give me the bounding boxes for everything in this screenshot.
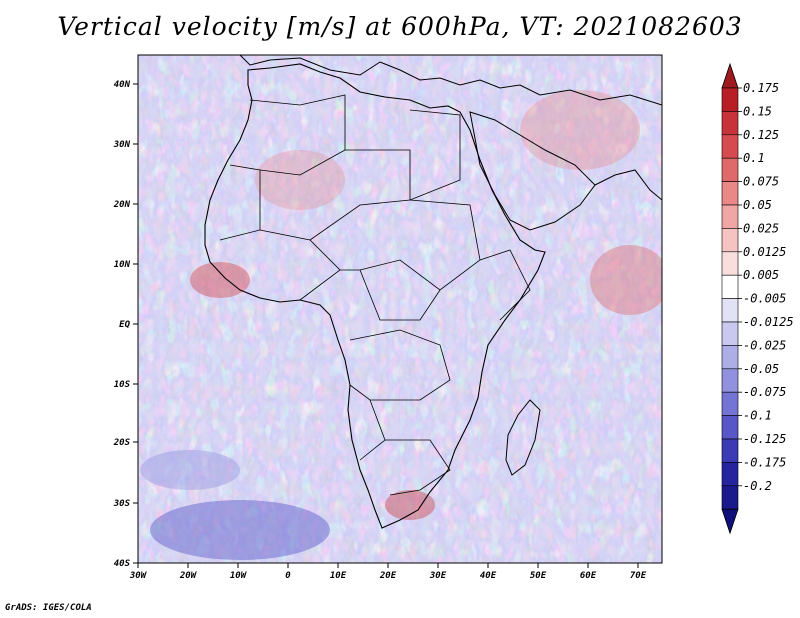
colorbar-swatch	[721, 157, 739, 182]
colorbar-label: -0.175	[743, 455, 786, 469]
colorbar-label: 0.025	[743, 221, 779, 235]
colorbar-label: -0.005	[743, 292, 786, 306]
colorbar-label: -0.125	[743, 432, 786, 446]
madagascar-coastline	[505, 399, 541, 476]
colorbar-swatch	[721, 228, 739, 253]
lon-tick-label: 70E	[630, 571, 647, 581]
colorbar-label: 0.05	[743, 198, 772, 212]
lat-tick-label: 10S	[114, 380, 131, 390]
colorbar-top-arrow	[721, 62, 739, 89]
lat-tick-label: 10N	[114, 260, 131, 270]
colorbar-swatch	[721, 111, 739, 136]
plot-title: Vertical velocity [m/s] at 600hPa, VT: 2…	[57, 12, 743, 41]
colorbar-label: -0.1	[743, 409, 772, 423]
lon-tick-label: 0	[285, 571, 291, 581]
colorbar-label: -0.025	[743, 338, 786, 352]
colorbar-label: 0.1	[743, 151, 765, 165]
colorbar-swatch	[721, 438, 739, 463]
colorbar-swatch	[721, 391, 739, 416]
lat-tick-label: EQ	[119, 320, 130, 330]
colorbar-label: 0.005	[743, 268, 779, 282]
colorbar-swatch	[721, 251, 739, 276]
colorbar-swatch	[721, 204, 739, 229]
grads-credit: GrADS: IGES/COLA	[5, 603, 92, 613]
lon-tick-label: 20W	[179, 571, 198, 581]
arabia-coastline	[469, 111, 596, 231]
colorbar-label: 0.125	[743, 128, 779, 142]
lat-tick-label: 40S	[114, 559, 131, 569]
europe-coastline	[239, 55, 662, 106]
lon-tick-label: 40E	[480, 571, 497, 581]
lat-tick-label: 40N	[114, 80, 131, 90]
lon-tick-label: 20E	[379, 571, 397, 581]
colorbar-swatch	[721, 485, 739, 510]
colorbar-swatch	[721, 462, 739, 487]
colorbar-label: 0.175	[743, 81, 779, 95]
lon-tick-label: 60E	[580, 571, 597, 581]
lat-tick-label: 30S	[113, 499, 131, 509]
lon-tick-label: 30W	[129, 571, 148, 581]
map-frame	[137, 54, 663, 564]
colorbar-label: -0.0125	[743, 315, 794, 329]
colorbar-swatch	[721, 415, 739, 440]
colorbar-label: -0.05	[743, 362, 779, 376]
lon-tick-label: 50E	[530, 571, 547, 581]
lon-tick-label: 10E	[330, 571, 347, 581]
colorbar-swatch	[721, 298, 739, 323]
longitude-axis: 30W 20W 10W 0 10E 20E 30E 40E 50E 60E 70E	[129, 563, 647, 581]
colorbar-swatch	[721, 321, 739, 346]
colorbar-label: -0.075	[743, 385, 786, 399]
colorbar-swatch	[721, 87, 739, 112]
lon-tick-label: 30E	[429, 571, 447, 581]
colorbar-label: -0.2	[743, 479, 772, 493]
colorbar-label: 0.0125	[743, 245, 786, 259]
colorbar: 0.175 0.15 0.125 0.1 0.075 0.05 0.025 0.0125 0.0…	[721, 62, 794, 535]
colorbar-swatch	[721, 274, 739, 299]
colorbar-swatch	[721, 368, 739, 393]
lat-tick-label: 20S	[113, 438, 131, 448]
lat-tick-label: 20N	[113, 200, 131, 210]
country-borders	[219, 94, 531, 496]
africa-coastline	[204, 63, 546, 529]
lat-tick-label: 30N	[113, 140, 131, 150]
colorbar-label: 0.075	[743, 175, 779, 189]
colorbar-swatch	[721, 181, 739, 206]
lon-tick-label: 10W	[230, 571, 248, 581]
colorbar-swatch	[721, 134, 739, 159]
velocity-field	[138, 55, 662, 563]
colorbar-bottom-arrow	[721, 508, 739, 535]
asia-coastline	[594, 169, 662, 201]
colorbar-swatch	[721, 345, 739, 370]
colorbar-label: 0.15	[743, 104, 772, 118]
latitude-axis: 40N 30N 20N 10N EQ 10S 20S 30S 40S	[113, 80, 138, 569]
